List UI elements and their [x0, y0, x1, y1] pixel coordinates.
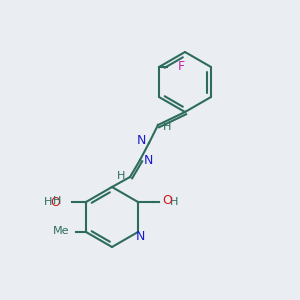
Text: N: N	[143, 154, 153, 167]
Text: H: H	[44, 197, 52, 207]
Text: O: O	[50, 196, 60, 208]
Text: H: H	[117, 171, 125, 181]
Text: H: H	[52, 196, 61, 206]
Text: O: O	[162, 194, 172, 206]
Text: N: N	[135, 230, 145, 244]
Text: N: N	[136, 134, 146, 148]
Text: H: H	[170, 197, 178, 207]
Text: F: F	[178, 61, 185, 74]
Text: Me: Me	[52, 226, 69, 236]
Text: H: H	[163, 122, 171, 132]
